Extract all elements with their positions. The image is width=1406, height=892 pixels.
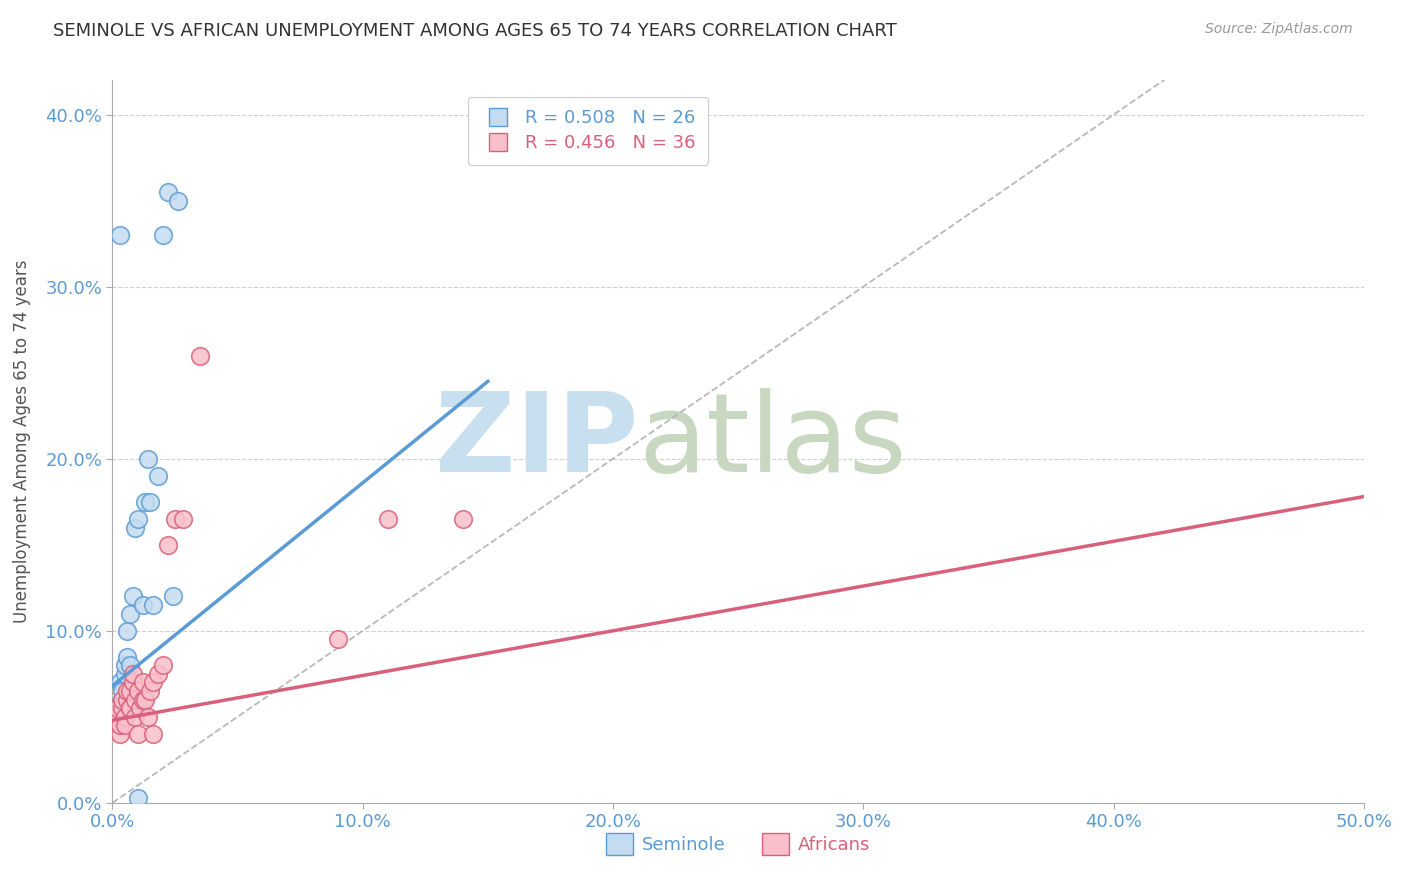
Point (377, 512, 399, 526)
Point (129, 701, 152, 715)
Point (111, 692, 134, 706)
Point (118, 684, 141, 698)
Point (127, 727, 149, 741)
Point (152, 228, 174, 243)
Point (156, 538, 179, 552)
Point (108, 228, 131, 243)
Text: atlas: atlas (638, 388, 907, 495)
Point (172, 512, 194, 526)
Point (114, 710, 136, 724)
Point (134, 494, 156, 508)
Point (146, 469, 169, 483)
Point (127, 790, 149, 805)
Point (326, 632, 349, 647)
Legend: Seminole, Africans: Seminole, Africans (599, 826, 877, 863)
Text: ZIP: ZIP (434, 388, 638, 495)
Point (117, 624, 139, 638)
Point (121, 666, 143, 681)
Text: SEMINOLE VS AFRICAN UNEMPLOYMENT AMONG AGES 65 TO 74 YEARS CORRELATION CHART: SEMINOLE VS AFRICAN UNEMPLOYMENT AMONG A… (53, 22, 897, 40)
Point (111, 692, 134, 706)
Point (141, 675, 163, 690)
Point (117, 684, 139, 698)
Point (121, 590, 143, 604)
Text: Source: ZipAtlas.com: Source: ZipAtlas.com (1205, 22, 1353, 37)
Point (118, 701, 141, 715)
Point (124, 520, 146, 534)
Point (162, 590, 184, 604)
Point (118, 607, 141, 621)
Point (163, 512, 186, 526)
Point (131, 598, 153, 612)
Y-axis label: Unemployment Among Ages 65 to 74 years: Unemployment Among Ages 65 to 74 years (13, 260, 31, 624)
Point (108, 675, 131, 690)
Point (451, 512, 474, 526)
Point (134, 692, 156, 706)
Point (121, 675, 143, 690)
Point (152, 658, 174, 673)
Point (114, 666, 136, 681)
Point (108, 727, 131, 741)
Point (141, 727, 163, 741)
Point (114, 658, 136, 673)
Point (127, 512, 149, 526)
Point (108, 718, 131, 732)
Point (136, 451, 159, 466)
Point (108, 701, 131, 715)
Point (139, 684, 162, 698)
Point (111, 701, 134, 715)
Point (139, 494, 162, 508)
Point (146, 666, 169, 681)
Point (107, 701, 129, 715)
Point (156, 185, 179, 199)
Point (107, 710, 129, 724)
Point (124, 710, 146, 724)
Point (118, 658, 141, 673)
Point (117, 692, 139, 706)
Point (131, 692, 153, 706)
Point (127, 684, 149, 698)
Point (114, 718, 136, 732)
Point (111, 684, 134, 698)
Point (166, 194, 188, 208)
Point (124, 692, 146, 706)
Point (118, 701, 141, 715)
Point (107, 710, 129, 724)
Point (131, 675, 153, 690)
Point (188, 349, 211, 363)
Point (136, 710, 159, 724)
Point (141, 598, 163, 612)
Point (117, 649, 139, 664)
